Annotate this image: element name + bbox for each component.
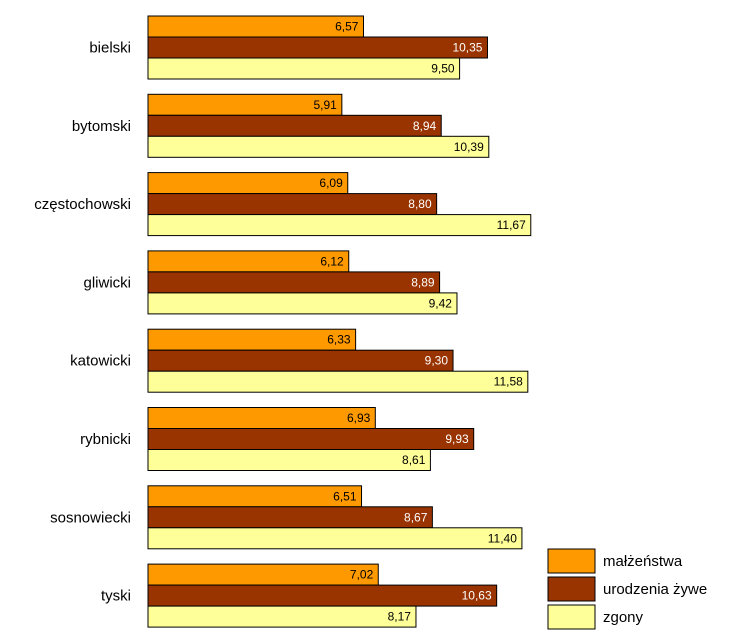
value-label: 5,91: [313, 98, 337, 112]
value-label: 6,09: [319, 176, 343, 190]
category-label: sosnowiecki: [50, 509, 131, 526]
value-label: 11,58: [494, 375, 523, 389]
value-label: 10,35: [452, 41, 482, 55]
value-label: 9,42: [429, 296, 453, 310]
bar-marriages: [147, 15, 364, 38]
value-label: 6,51: [333, 489, 357, 503]
bar-births: [147, 114, 442, 137]
value-label: 8,89: [411, 275, 435, 289]
bar-deaths: [147, 214, 532, 237]
bar-deaths: [147, 370, 529, 393]
value-label: 10,63: [462, 589, 492, 603]
legend: małżeństwa urodzenia żywe zgony: [547, 548, 707, 630]
value-label: 8,67: [404, 510, 428, 524]
category-label: bielski: [89, 40, 131, 57]
bar-births: [147, 349, 454, 372]
bar-deaths: [147, 292, 458, 315]
value-label: 9,30: [425, 354, 449, 368]
bar-births: [147, 36, 488, 59]
bar-deaths: [147, 57, 461, 80]
value-label: 11,40: [488, 531, 517, 545]
bar-births: [147, 271, 441, 294]
bars-group: bielski 6,57 10,35 9,50 bytomski 5,91 8,94 10,3…: [34, 15, 532, 628]
value-label: 8,61: [402, 453, 426, 467]
value-label: 11,67: [497, 218, 526, 232]
value-label: 7,02: [350, 568, 374, 582]
value-label: 6,57: [335, 20, 359, 34]
bar-births: [147, 584, 498, 607]
bar-deaths: [147, 135, 490, 158]
bar-deaths: [147, 527, 523, 550]
category-label: gliwicki: [83, 274, 131, 291]
bar-births: [147, 506, 433, 529]
legend-swatch: [547, 548, 596, 574]
bar-births: [147, 428, 475, 450]
value-label: 8,94: [413, 119, 437, 133]
bar-deaths: [147, 605, 417, 628]
value-label: 6,12: [320, 254, 344, 268]
value-label: 10,39: [454, 140, 484, 154]
bar-marriages: [147, 250, 350, 273]
value-label: 6,93: [347, 411, 371, 425]
bar-deaths: [147, 449, 431, 471]
legend-label: urodzenia żywe: [603, 581, 707, 598]
category-label: bytomski: [72, 118, 131, 135]
value-label: 8,80: [408, 197, 432, 211]
bar-marriages: [147, 407, 376, 429]
value-label: 6,33: [327, 333, 351, 347]
category-label: rybnicki: [80, 431, 131, 448]
value-label: 8,17: [388, 610, 412, 624]
bar-marriages: [147, 328, 357, 351]
legend-swatch: [547, 576, 596, 602]
bar-marriages: [147, 172, 349, 195]
value-label: 9,93: [445, 432, 469, 446]
category-label: tyski: [101, 588, 131, 605]
category-label: częstochowski: [34, 196, 131, 213]
bar-marriages: [147, 563, 379, 586]
value-label: 9,50: [431, 62, 455, 76]
bar-births: [147, 193, 438, 216]
bar-marriages: [147, 485, 363, 508]
legend-label: małżeństwa: [603, 553, 683, 570]
category-label: katowicki: [70, 353, 131, 370]
legend-swatch: [547, 604, 596, 630]
legend-label: zgony: [603, 609, 644, 626]
